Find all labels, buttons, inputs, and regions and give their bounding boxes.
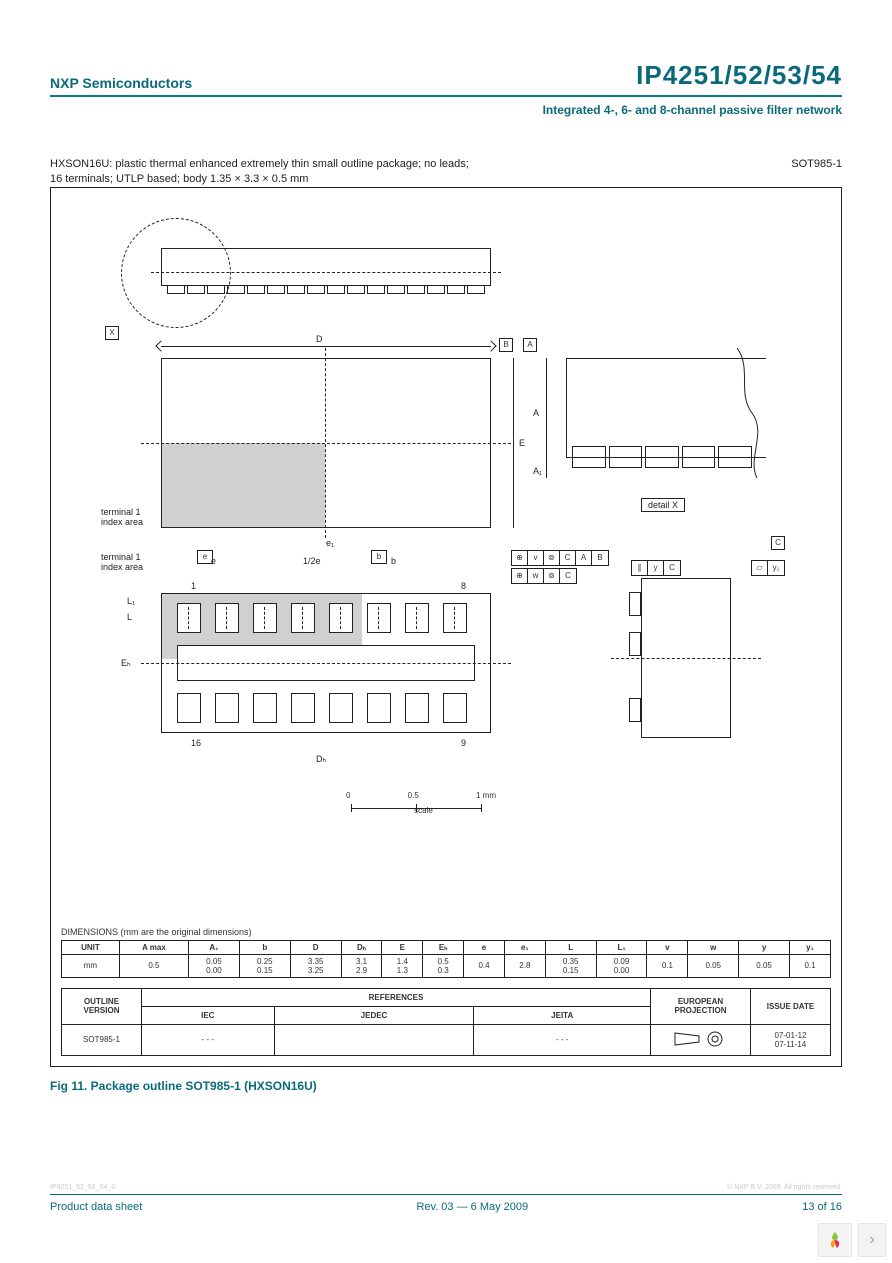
dimensions-title: DIMENSIONS (mm are the original dimensio…	[61, 927, 831, 937]
projection-icon	[671, 1029, 731, 1049]
footer-left: Product data sheet	[50, 1201, 142, 1213]
pin-8: 8	[461, 581, 466, 591]
datum-C: C	[771, 536, 785, 550]
part-number: IP4251/52/53/54	[636, 60, 842, 91]
copyright: © NXP B.V. 2009. All rights reserved.	[727, 1184, 842, 1191]
gdt-flat: ⏥y₁	[751, 560, 785, 576]
detail-x-view	[566, 348, 766, 508]
detail-x-label: detail X	[641, 498, 685, 512]
viewer-widget: ›	[818, 1223, 886, 1257]
subtitle: Integrated 4-, 6- and 8-channel passive …	[50, 103, 842, 117]
dimensions-table: UNITA maxA₁bDDₕEEₕee₁LL₁vwyy₁ mm0.50.050…	[61, 940, 831, 978]
dim-e-box: e	[197, 550, 213, 564]
drawing-area: X D E B A terminal 1index area	[61, 198, 831, 838]
package-drawing-frame: X D E B A terminal 1index area	[50, 187, 842, 1067]
dim-L1: L₁	[127, 596, 135, 606]
tables-area: DIMENSIONS (mm are the original dimensio…	[61, 927, 831, 1056]
gdt-position-1: ⊕v ⊚C AB	[511, 550, 609, 566]
bottom-view	[161, 573, 491, 753]
dim-Dh: Dₕ	[316, 754, 326, 765]
datum-B: B	[499, 338, 513, 352]
footer-right: 13 of 16	[802, 1201, 842, 1213]
top-view	[161, 358, 491, 528]
index-label-2: terminal 1index area	[101, 553, 156, 573]
company-name: NXP Semiconductors	[50, 75, 192, 91]
dim-E: E	[519, 438, 525, 448]
pin-9: 9	[461, 738, 466, 748]
datum-x: X	[105, 326, 119, 340]
dim-Eh: Eₕ	[121, 658, 131, 669]
doc-code: IP4251_52_53_54_3	[50, 1184, 115, 1191]
datum-A: A	[523, 338, 537, 352]
dim-e1: e₁	[326, 538, 334, 548]
package-description: HXSON16U: plastic thermal enhanced extre…	[50, 157, 469, 187]
dim-b-box: b	[371, 550, 387, 564]
pin-1: 1	[191, 581, 196, 591]
index-label-1: terminal 1index area	[101, 508, 156, 528]
outline-code-top: SOT985-1	[791, 157, 842, 187]
gdt-parallel: ∥yC	[631, 560, 681, 576]
dim-A-detail: A	[533, 408, 539, 418]
end-view	[621, 578, 751, 748]
footer-center: Rev. 03 — 6 May 2009	[416, 1201, 528, 1213]
gdt-position-2: ⊕w ⊚C	[511, 568, 577, 584]
page-footer: Product data sheet Rev. 03 — 6 May 2009 …	[50, 1194, 842, 1213]
dim-half-e: 1/2e	[303, 556, 321, 566]
figure-caption: Fig 11. Package outline SOT985-1 (HXSON1…	[50, 1079, 842, 1093]
dim-A1: A₁	[533, 466, 542, 476]
viewer-logo-icon[interactable]	[818, 1223, 852, 1257]
next-page-button[interactable]: ›	[858, 1223, 886, 1257]
dim-L: L	[127, 612, 132, 622]
dim-D: D	[316, 334, 323, 344]
detail-circle	[121, 218, 231, 328]
references-table: OUTLINE VERSION REFERENCES EUROPEAN PROJ…	[61, 988, 831, 1056]
pin-16: 16	[191, 738, 201, 748]
dim-b: b	[391, 556, 396, 566]
scale-bar: 0 0.5 1 mm scale	[351, 808, 496, 815]
